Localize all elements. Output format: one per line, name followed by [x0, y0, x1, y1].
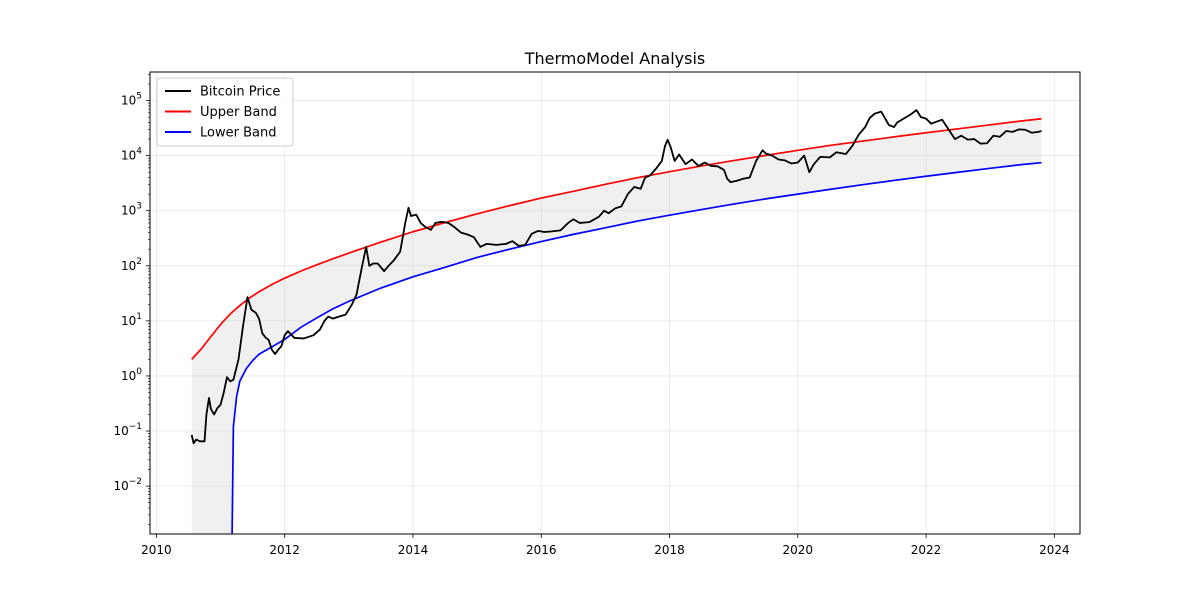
x-tick-label: 2024	[1039, 543, 1070, 557]
plot-area	[149, 71, 1081, 535]
grid-layer	[150, 72, 1080, 534]
y-axis-ticks: 10−2 10−1 100 101 102 103 104 105	[113, 73, 150, 525]
lower-band-line	[231, 161, 1042, 534]
y-tick-label: 103	[121, 202, 142, 218]
axes-frame	[149, 71, 1081, 535]
x-tick-label: 2018	[654, 543, 685, 557]
x-tick-label: 2010	[141, 543, 172, 557]
series-layer	[190, 109, 1042, 534]
y-tick-label: 105	[121, 92, 142, 108]
y-tick-label: 100	[121, 367, 142, 383]
x-axis-ticks: 2010 2012 2014 2016 2018 2020 2022 2024	[141, 534, 1070, 557]
band-fill-area	[191, 118, 1042, 534]
y-tick-label: 10−2	[113, 477, 142, 493]
bitcoin-price-line	[190, 109, 1042, 445]
x-tick-label: 2020	[783, 543, 814, 557]
x-tick-label: 2012	[269, 543, 300, 557]
legend-label-upper-band: Upper Band	[200, 105, 277, 120]
chart-title: ThermoModel Analysis	[524, 49, 705, 68]
y-tick-label: 10−1	[113, 422, 142, 438]
x-tick-label: 2022	[911, 543, 942, 557]
x-tick-label: 2014	[398, 543, 429, 557]
legend-label-lower-band: Lower Band	[200, 126, 276, 141]
legend-label-bitcoin-price: Bitcoin Price	[200, 85, 280, 100]
legend-box	[156, 77, 294, 147]
x-tick-label: 2016	[526, 543, 557, 557]
y-tick-label: 102	[121, 257, 142, 273]
legend: Bitcoin Price Upper Band Lower Band	[156, 77, 294, 147]
band-fill-layer	[191, 118, 1042, 534]
y-tick-label: 104	[121, 147, 142, 163]
y-tick-label: 101	[121, 312, 142, 328]
